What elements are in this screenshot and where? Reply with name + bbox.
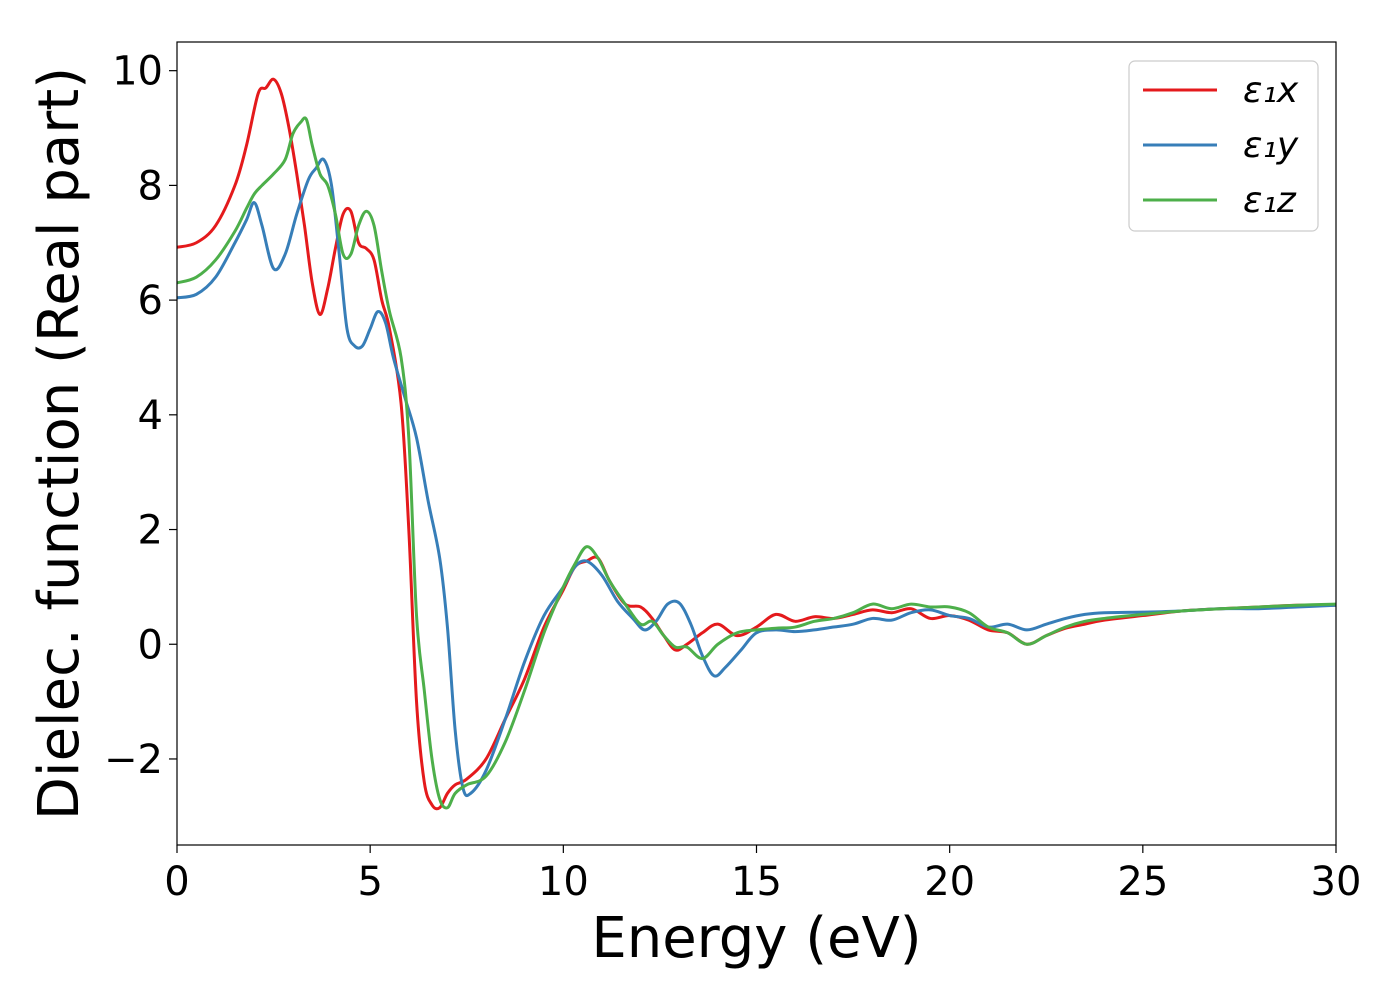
y-tick-label: 0	[138, 622, 163, 668]
x-tick-label: 0	[164, 859, 189, 905]
y-axis-label: Dielec. function (Real part)	[27, 67, 92, 820]
x-tick-label: 5	[357, 859, 382, 905]
x-tick-label: 15	[731, 859, 782, 905]
legend: ε₁x ε₁y ε₁z	[1128, 60, 1319, 232]
legend-label-2: ε₁z	[1243, 180, 1297, 221]
y-tick-label: 6	[138, 278, 163, 324]
legend-label-0: ε₁x	[1243, 70, 1299, 111]
y-axis-ticks: −2 0 2 4 6 8 10	[104, 49, 177, 783]
x-tick-label: 10	[538, 859, 589, 905]
y-tick-label: 4	[138, 393, 163, 439]
legend-box	[1128, 60, 1319, 232]
y-tick-label: 2	[138, 508, 163, 554]
x-axis-ticks: 0 5 10 15 20 25 30	[164, 845, 1361, 905]
y-tick-label: 8	[138, 163, 163, 209]
y-tick-label: 10	[112, 49, 163, 95]
legend-label-1: ε₁y	[1243, 125, 1299, 166]
x-tick-label: 20	[924, 859, 975, 905]
series-line-2	[177, 116, 1336, 810]
y-tick-label: −2	[104, 737, 163, 783]
x-tick-label: 30	[1311, 859, 1362, 905]
series-group	[177, 77, 1336, 811]
x-tick-label: 25	[1117, 859, 1168, 905]
x-axis-label: Energy (eV)	[591, 906, 921, 971]
